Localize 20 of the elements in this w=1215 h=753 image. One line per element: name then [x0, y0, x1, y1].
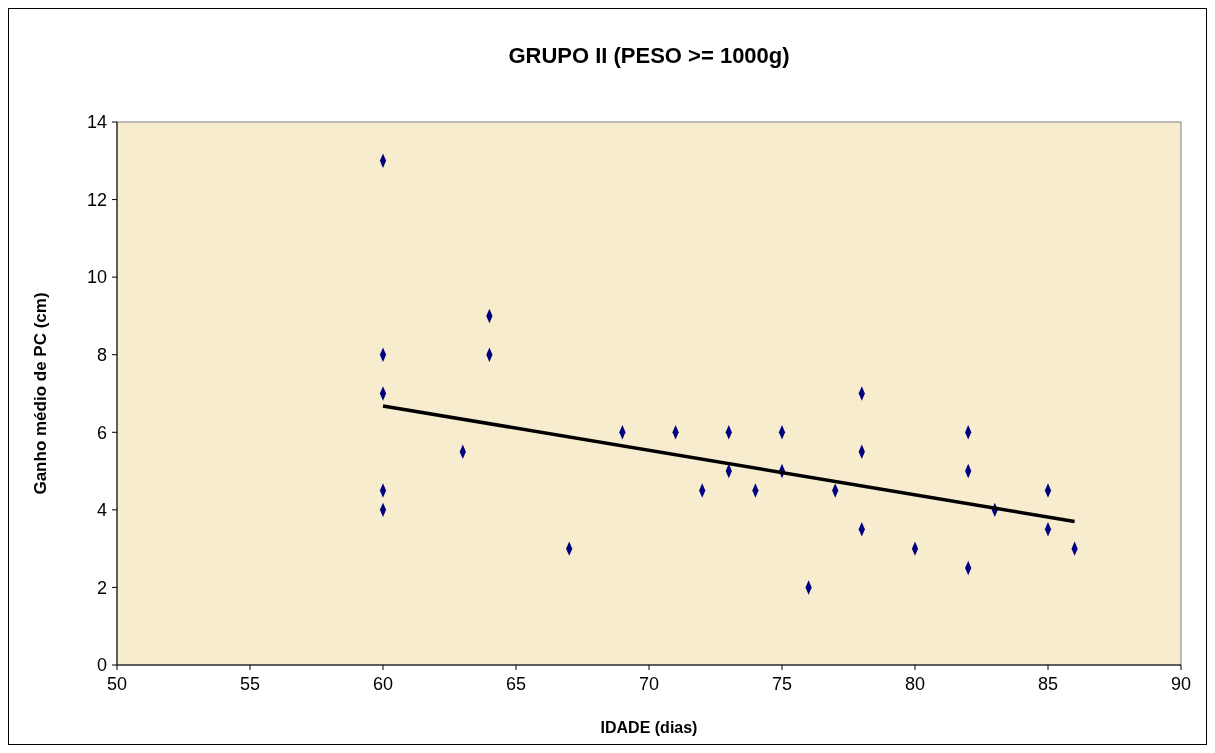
x-tick-label: 60 — [372, 674, 394, 694]
y-tick-label: 6 — [96, 422, 107, 443]
x-tick-label: 85 — [1037, 674, 1059, 694]
y-axis-title: Ganho médio de PC (cm) — [31, 292, 50, 495]
y-tick-label: 2 — [96, 577, 107, 598]
x-tick-label: 55 — [239, 674, 261, 694]
x-tick-label: 80 — [904, 674, 926, 694]
y-tick-label: 0 — [96, 655, 107, 676]
x-tick-label: 50 — [106, 674, 128, 694]
chart-title: GRUPO II (PESO >= 1000g) — [508, 43, 790, 68]
x-tick-label: 75 — [771, 674, 793, 694]
x-axis-title: IDADE (dias) — [600, 719, 698, 736]
y-tick-label: 4 — [96, 500, 107, 521]
y-tick-label: 12 — [86, 189, 107, 210]
x-tick-label: 90 — [1170, 674, 1192, 694]
y-tick-label: 8 — [96, 345, 107, 366]
y-tick-label: 14 — [86, 112, 107, 133]
y-tick-label: 10 — [86, 267, 107, 288]
x-tick-label: 70 — [638, 674, 660, 694]
x-tick-label: 65 — [505, 674, 527, 694]
